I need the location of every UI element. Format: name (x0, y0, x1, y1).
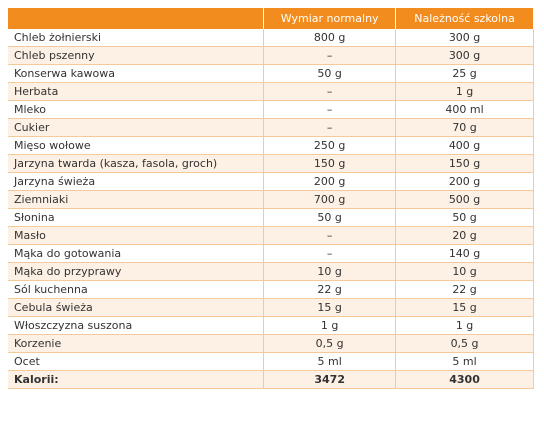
table-row: Sól kuchenna 22 g 22 g (8, 280, 534, 299)
item-cell: Konserwa kawowa (8, 64, 265, 83)
value-cell: 22 g (263, 280, 397, 299)
value-cell: 200 g (263, 172, 397, 191)
value-cell: 5 ml (395, 352, 534, 371)
table-row: Korzenie 0,5 g 0,5 g (8, 334, 534, 353)
value-cell: 50 g (263, 64, 397, 83)
item-cell: Włoszczyzna suszona (8, 316, 265, 335)
value-cell: – (263, 100, 397, 119)
value-cell: 15 g (263, 298, 397, 317)
item-cell: Mąka do gotowania (8, 244, 265, 263)
table-row: Ocet 5 ml 5 ml (8, 352, 534, 371)
value-cell: – (263, 82, 397, 101)
item-cell: Chleb żołnierski (8, 29, 265, 47)
item-cell: Kalorii: (8, 370, 265, 389)
item-cell: Jarzyna świeża (8, 172, 265, 191)
header-cell: Należność szkolna (395, 8, 534, 29)
item-cell: Korzenie (8, 334, 265, 353)
value-cell: 1 g (263, 316, 397, 335)
value-cell: 3472 (263, 370, 397, 389)
value-cell: 300 g (395, 46, 534, 65)
value-cell: 22 g (395, 280, 534, 299)
value-cell: 300 g (395, 29, 534, 47)
table-row: Kalorii: 3472 4300 (8, 370, 534, 389)
value-cell: 10 g (263, 262, 397, 281)
table-row: Cukier –70 g (8, 118, 534, 137)
item-cell: Mięso wołowe (8, 136, 265, 155)
value-cell: 20 g (395, 226, 534, 245)
table-row: Jarzyna twarda (kasza, fasola, groch) 150… (8, 154, 534, 173)
value-cell: 50 g (395, 208, 534, 227)
header-cell: Wymiar normalny (263, 8, 397, 29)
item-cell: Mleko (8, 100, 265, 119)
value-cell: – (263, 118, 397, 137)
table-row: Mąka do gotowania –140 g (8, 244, 534, 263)
value-cell: 50 g (263, 208, 397, 227)
header-cell (8, 8, 265, 29)
table-row: Mąka do przyprawy 10 g 10 g (8, 262, 534, 281)
item-cell: Cukier (8, 118, 265, 137)
value-cell: 0,5 g (263, 334, 397, 353)
item-cell: Cebula świeża (8, 298, 265, 317)
value-cell: – (263, 46, 397, 65)
item-cell: Mąka do przyprawy (8, 262, 265, 281)
table-row: Masło –20 g (8, 226, 534, 245)
value-cell: 5 ml (263, 352, 397, 371)
value-cell: – (263, 226, 397, 245)
value-cell: 140 g (395, 244, 534, 263)
table-row: Herbata –1 g (8, 82, 534, 101)
table-row: Słonina 50 g 50 g (8, 208, 534, 227)
value-cell: 1 g (395, 316, 534, 335)
table-row: Konserwa kawowa 50 g 25 g (8, 64, 534, 83)
item-cell: Ocet (8, 352, 265, 371)
value-cell: 25 g (395, 64, 534, 83)
item-cell: Sól kuchenna (8, 280, 265, 299)
value-cell: 0,5 g (395, 334, 534, 353)
value-cell: 200 g (395, 172, 534, 191)
value-cell: 250 g (263, 136, 397, 155)
value-cell: 150 g (395, 154, 534, 173)
value-cell: 800 g (263, 29, 397, 47)
value-cell: 15 g (395, 298, 534, 317)
value-cell: 150 g (263, 154, 397, 173)
value-cell: 400 ml (395, 100, 534, 119)
value-cell: 1 g (395, 82, 534, 101)
value-cell: 400 g (395, 136, 534, 155)
table-row: Chleb pszenny –300 g (8, 46, 534, 65)
item-cell: Słonina (8, 208, 265, 227)
header-row: Wymiar normalny Należność szkolna (8, 8, 534, 29)
value-cell: 500 g (395, 190, 534, 209)
ration-table: Wymiar normalny Należność szkolna Chleb ż… (8, 8, 534, 389)
table-row: Jarzyna świeża 200 g 200 g (8, 172, 534, 191)
value-cell: 70 g (395, 118, 534, 137)
item-cell: Jarzyna twarda (kasza, fasola, groch) (8, 154, 265, 173)
item-cell: Ziemniaki (8, 190, 265, 209)
table-row: Ziemniaki 700 g 500 g (8, 190, 534, 209)
table-row: Mleko –400 ml (8, 100, 534, 119)
item-cell: Chleb pszenny (8, 46, 265, 65)
table-row: Chleb żołnierski 800 g 300 g (8, 29, 534, 47)
item-cell: Masło (8, 226, 265, 245)
value-cell: – (263, 244, 397, 263)
table-row: Cebula świeża 15 g 15 g (8, 298, 534, 317)
value-cell: 4300 (395, 370, 534, 389)
item-cell: Herbata (8, 82, 265, 101)
value-cell: 10 g (395, 262, 534, 281)
value-cell: 700 g (263, 190, 397, 209)
table-row: Mięso wołowe 250 g 400 g (8, 136, 534, 155)
